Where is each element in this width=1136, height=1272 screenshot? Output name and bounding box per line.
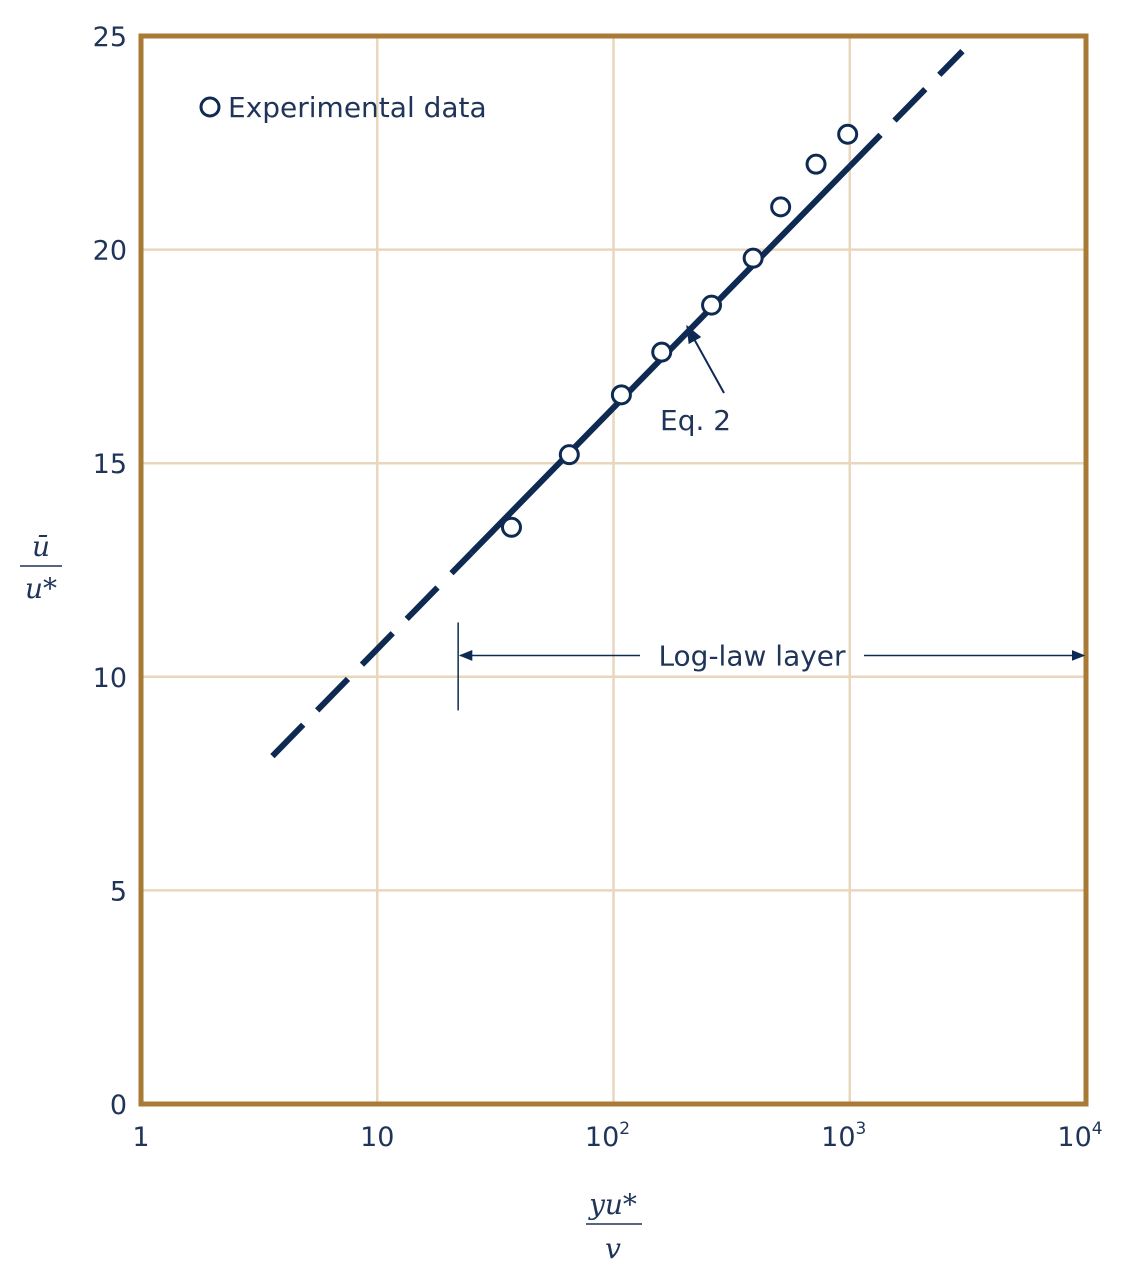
x-tick-label: 102 — [585, 1119, 630, 1153]
x-axis-numerator: yu* — [587, 1188, 637, 1221]
y-tick-label: 20 — [93, 236, 127, 267]
eq2-annotation: Eq. 2 — [660, 324, 731, 437]
x-tick-label: 10 — [360, 1122, 394, 1153]
log-law-region: Log-law layer — [457, 622, 1086, 711]
data-point — [742, 247, 764, 269]
log-law-label: Log-law layer — [658, 639, 846, 672]
legend-label: Experimental data — [228, 91, 487, 124]
data-point — [770, 196, 792, 218]
data-point — [610, 384, 632, 406]
y-tick-label: 15 — [93, 449, 127, 480]
x-tick-label: 1 — [132, 1122, 149, 1153]
data-point — [558, 444, 580, 466]
fit-line-dashed — [847, 49, 965, 169]
y-tick-label: 10 — [93, 663, 127, 694]
x-tick-label: 103 — [821, 1119, 866, 1153]
y-axis-numerator: ū — [32, 530, 50, 563]
experimental-data-points — [500, 123, 859, 538]
x-tick-labels: 1 10 102 103 104 — [132, 1119, 1102, 1153]
y-axis-denominator: u* — [25, 572, 57, 605]
legend: Experimental data — [199, 91, 487, 124]
data-point — [651, 341, 673, 363]
legend-marker — [199, 96, 221, 118]
data-point — [837, 123, 859, 145]
fit-line-dashed — [270, 550, 474, 759]
x-tick-label: 104 — [1057, 1119, 1102, 1153]
y-tick-label: 25 — [93, 22, 127, 53]
data-point — [805, 153, 827, 175]
y-axis-label: ū u* — [20, 530, 62, 605]
y-tick-label: 0 — [110, 1090, 127, 1121]
data-point — [701, 294, 723, 316]
plot-frame — [138, 33, 1089, 1107]
eq2-arrow — [686, 324, 725, 394]
x-axis-denominator: v — [605, 1232, 621, 1265]
y-tick-labels: 0 5 10 15 20 25 — [93, 22, 127, 1121]
data-point — [500, 516, 522, 538]
grid-lines — [139, 34, 1088, 1106]
y-tick-label: 5 — [110, 876, 127, 907]
eq2-label: Eq. 2 — [660, 404, 731, 437]
x-axis-label: yu* v — [586, 1188, 642, 1265]
